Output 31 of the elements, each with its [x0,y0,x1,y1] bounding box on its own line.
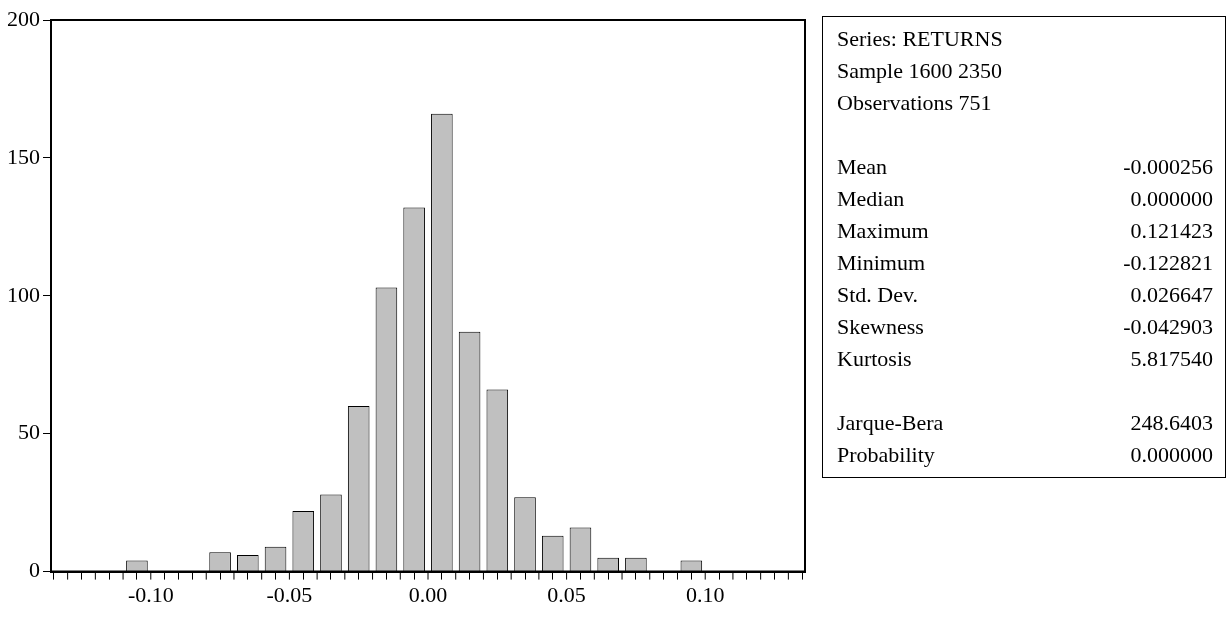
text: -0.122821 [1123,249,1213,277]
text: 248.6403 [1130,409,1213,437]
x-tick-label: -0.10 [127,581,174,607]
text: Observations 751 [837,89,993,117]
y-tick-label: 200 [7,5,40,31]
text: 0.000000 [1130,185,1213,213]
x-tick-label: 0.10 [685,581,725,607]
y-tick-label: 100 [7,281,40,307]
x-tick-label: 0.00 [408,581,448,607]
text: Std. Dev. [837,281,919,309]
y-tick-label: 0 [29,557,40,583]
y-tick-label: 150 [7,143,40,169]
text: Series: RETURNS [837,25,1004,53]
text: Skewness [837,313,924,341]
text: -0.000256 [1123,153,1213,181]
text: Sample 1600 2350 [837,57,1003,85]
text: Jarque-Bera [837,409,944,437]
text: Maximum [837,217,929,245]
text: 5.817540 [1130,345,1213,373]
text: 0.121423 [1130,217,1213,245]
x-tick-label: 0.05 [547,581,586,607]
text: -0.042903 [1123,313,1213,341]
text: Minimum [837,249,926,277]
text: 0.026647 [1130,281,1213,309]
y-tick-label: 50 [18,419,40,445]
text: Median [837,185,905,213]
text: Probability [837,441,935,469]
text: Kurtosis [837,345,912,373]
text: 0.000000 [1130,441,1213,469]
x-tick-label: -0.05 [266,581,313,607]
text: Mean [837,153,888,181]
